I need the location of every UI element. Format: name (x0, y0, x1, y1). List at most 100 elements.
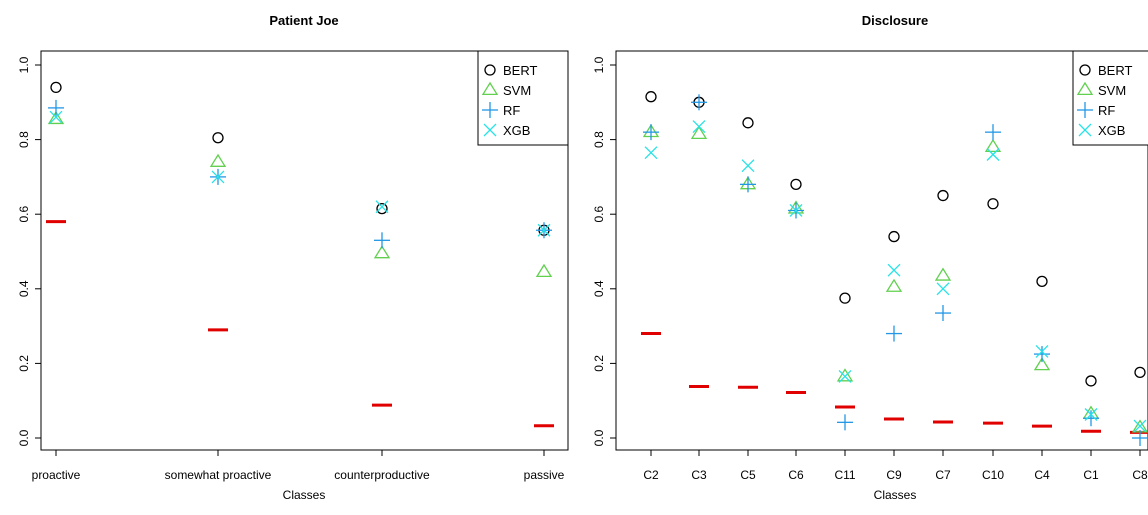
point-xgb-b (887, 263, 901, 277)
point-xgb (838, 369, 852, 383)
point-svm (836, 368, 854, 382)
x-tick-label: passive (524, 468, 565, 482)
point-bert-shape (839, 292, 851, 304)
legend-symbol-bert-shape (1079, 64, 1091, 76)
plot-frame (615, 50, 1148, 451)
y-tick-label: 0.6 (17, 206, 31, 223)
x-axis-label: Classes (283, 488, 326, 502)
point-svm-shape (690, 125, 708, 139)
legend-label: XGB (503, 123, 530, 138)
point-xgb-b (1133, 419, 1147, 433)
legend-symbol-bert (1079, 64, 1091, 76)
point-xgb (1035, 345, 1049, 358)
point-xgb-b (49, 110, 63, 124)
y-tick-label: 0.2 (17, 355, 31, 372)
point-rf (837, 414, 853, 431)
point-xgb (741, 159, 755, 173)
point-xgb-b (741, 159, 755, 173)
point-rf (740, 176, 756, 193)
point-svm-shape (984, 138, 1002, 153)
x-tick-label: C9 (886, 468, 902, 482)
point-bert (50, 81, 62, 94)
point-xgb (1084, 408, 1098, 421)
legend-symbol-xgb-b (1078, 123, 1092, 137)
point-bert-shape (987, 198, 999, 210)
legend-symbol-xgb (483, 123, 497, 137)
point-xgb-b (375, 200, 389, 214)
point-bert-shape (1134, 366, 1146, 379)
point-svm (984, 138, 1002, 153)
y-tick-label: 0.4 (17, 280, 31, 297)
x-tick-label: C5 (740, 468, 756, 482)
y-tick-label: 0.8 (592, 131, 606, 148)
point-bert (376, 202, 388, 215)
point-xgb (936, 282, 950, 296)
legend-symbol-bert-shape (484, 64, 496, 76)
point-bert (888, 230, 900, 243)
x-tick-label: counterproductive (334, 468, 430, 482)
point-bert (645, 91, 657, 103)
legend-symbol-svm (1076, 81, 1094, 95)
point-rf (1034, 346, 1050, 363)
legend-label: RF (1098, 103, 1115, 118)
x-tick-label: C8 (1132, 468, 1148, 482)
point-xgb-b (986, 148, 1000, 161)
point-bert (212, 132, 224, 144)
point-bert-shape (888, 230, 900, 243)
y-tick-label: 0.2 (592, 355, 606, 372)
point-xgb (1133, 419, 1147, 433)
y-tick-label: 0.8 (17, 131, 31, 148)
x-tick-label: somewhat proactive (165, 468, 272, 482)
chart-title: Disclosure (862, 13, 928, 28)
legend-symbol-bert (484, 64, 496, 76)
point-bert-shape (937, 189, 949, 202)
point-xgb-b (692, 120, 706, 134)
point-xgb-b (936, 282, 950, 296)
legend-symbol-rf (1077, 102, 1093, 118)
y-tick-label: 1.0 (592, 56, 606, 73)
point-xgb (375, 200, 389, 214)
legend-label: SVM (503, 83, 531, 98)
point-bert-shape (376, 202, 388, 215)
x-tick-label: C4 (1034, 468, 1050, 482)
y-tick-label: 0.6 (592, 206, 606, 223)
legend-symbol-xgb (1078, 123, 1092, 137)
point-rf (1132, 430, 1148, 446)
x-tick-label: C2 (643, 468, 659, 482)
point-xgb (537, 223, 551, 237)
point-bert (937, 189, 949, 202)
point-rf (886, 325, 902, 342)
point-rf (48, 99, 64, 116)
point-xgb (211, 170, 225, 184)
point-bert (839, 292, 851, 304)
point-svm-shape (47, 110, 65, 125)
point-bert-shape (1036, 275, 1048, 287)
point-bert-shape (645, 91, 657, 103)
legend-label: XGB (1098, 123, 1125, 138)
point-svm-shape (836, 368, 854, 382)
point-bert-shape (790, 178, 802, 191)
plot-frame (40, 50, 569, 451)
point-xgb (986, 148, 1000, 161)
point-xgb-b (1035, 345, 1049, 358)
legend-symbol-xgb-b (483, 123, 497, 137)
point-bert (742, 117, 754, 129)
legend-symbol-svm-shape (481, 81, 499, 95)
point-svm-shape (373, 245, 391, 259)
x-axis-label: Classes (874, 488, 917, 502)
x-tick-label: proactive (32, 468, 81, 482)
legend-label: BERT (1098, 63, 1132, 78)
point-svm (209, 153, 227, 167)
point-xgb-b (789, 204, 803, 217)
point-bert (790, 178, 802, 191)
legend: BERT SVM RF XGB (1072, 50, 1148, 146)
legend-label: RF (503, 103, 520, 118)
legend-symbol-rf (482, 102, 498, 118)
point-rf (1083, 410, 1099, 427)
legend-symbol-svm-shape (1076, 81, 1094, 95)
point-rf (935, 305, 951, 322)
point-svm-shape (1033, 357, 1051, 371)
point-svm-shape (885, 278, 903, 292)
x-tick-label: C6 (788, 468, 804, 482)
